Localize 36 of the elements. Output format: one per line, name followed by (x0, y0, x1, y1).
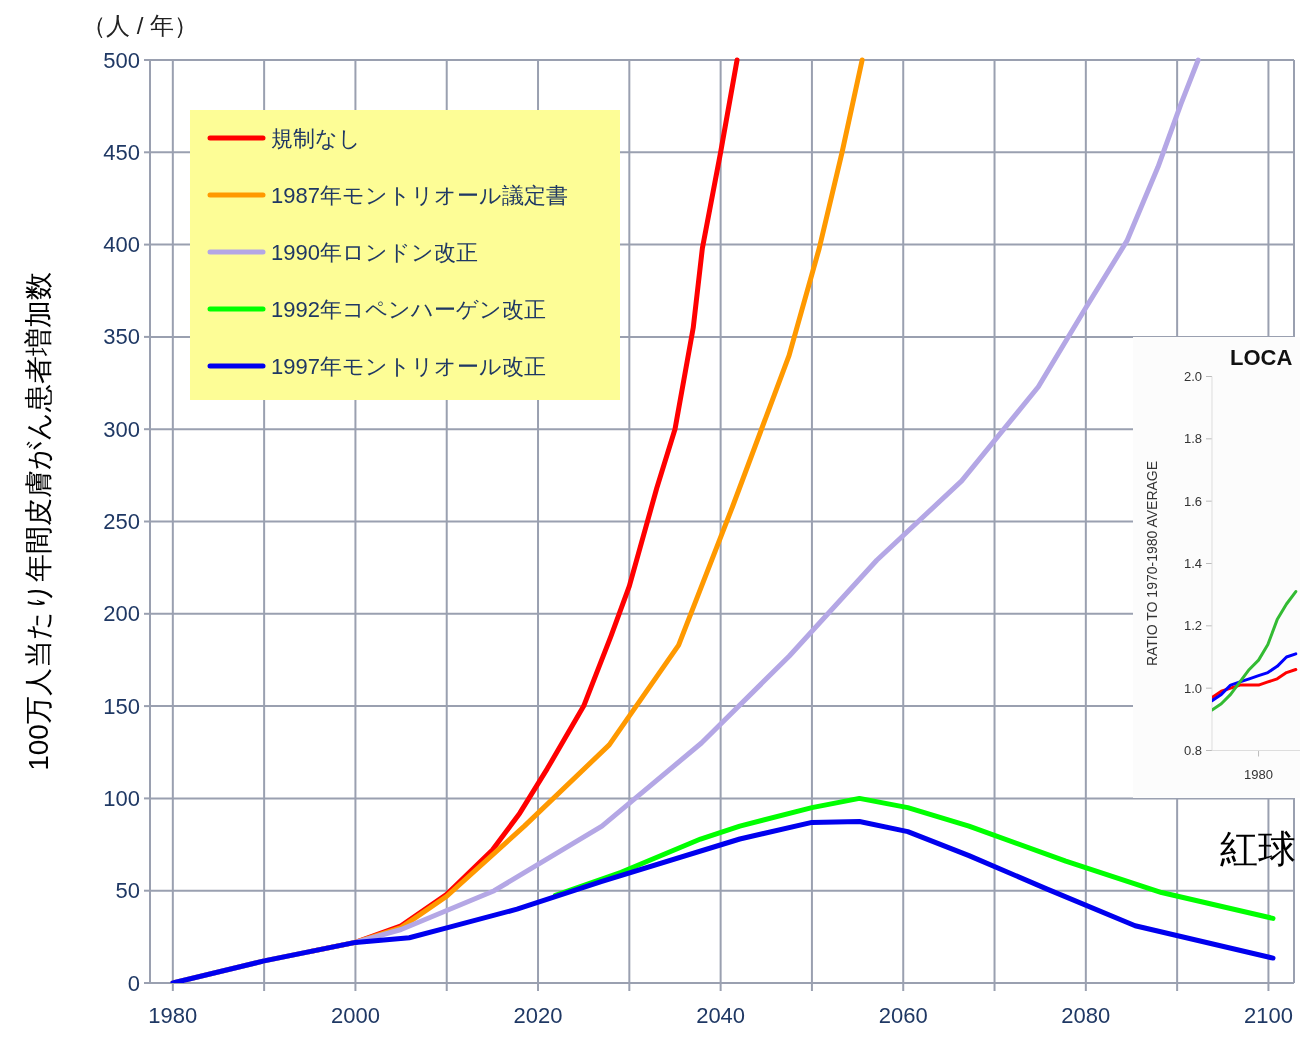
legend-label: 1987年モントリオール議定書 (271, 182, 568, 208)
y-tick-label: 400 (103, 232, 140, 258)
legend-label: 1990年ロンドン改正 (271, 239, 478, 265)
x-tick-label: 2040 (696, 1003, 746, 1028)
y-tick-label: 50 (115, 878, 140, 904)
y-tick-label: 1.0 (1183, 680, 1202, 696)
y-tick-label: 1.4 (1183, 556, 1202, 571)
annotation: 紅球 (1220, 828, 1296, 870)
y-tick-label: 250 (103, 509, 140, 534)
y-axis-title: 100万人当たり年間皮膚がん患者増加数 (22, 272, 54, 771)
y-tick-label: 0.8 (1183, 743, 1202, 758)
y-tick-label: 100 (103, 785, 140, 811)
y-tick-label: 0 (127, 970, 140, 996)
text: （人 / 年） (82, 12, 199, 39)
y-tick-label: 300 (103, 416, 140, 442)
legend-label: 1997年モントリオール改正 (271, 353, 546, 379)
y-tick-label: 500 (103, 47, 140, 73)
x-tick-label: 1980 (1244, 766, 1274, 782)
x-tick-label: 2000 (330, 1003, 380, 1028)
legend-label: 1992年コペンハーゲン改正 (271, 296, 546, 322)
x-tick-label: 2060 (878, 1003, 928, 1028)
x-tick-label: 2080 (1061, 1003, 1111, 1028)
y-tick-label: 350 (103, 324, 140, 350)
y-tick-label: 1.8 (1183, 431, 1202, 447)
y-tick-label: 2.0 (1183, 369, 1202, 384)
y-tick-label: 1.6 (1183, 493, 1202, 509)
y-tick-label: 450 (103, 139, 140, 165)
y-tick-label: 150 (103, 693, 140, 719)
x-tick-label: 2020 (513, 1003, 563, 1028)
legend-label: 規制なし (271, 125, 361, 151)
y-tick-label: 200 (103, 601, 140, 627)
y-axis-title: RATIO TO 1970-1980 AVERAGE (1144, 460, 1160, 667)
y-tick-label: 1.2 (1183, 618, 1202, 634)
x-tick-label: 2100 (1243, 1003, 1293, 1028)
x-tick-label: 1980 (148, 1003, 198, 1028)
chart-title: LOCA (1230, 344, 1293, 370)
